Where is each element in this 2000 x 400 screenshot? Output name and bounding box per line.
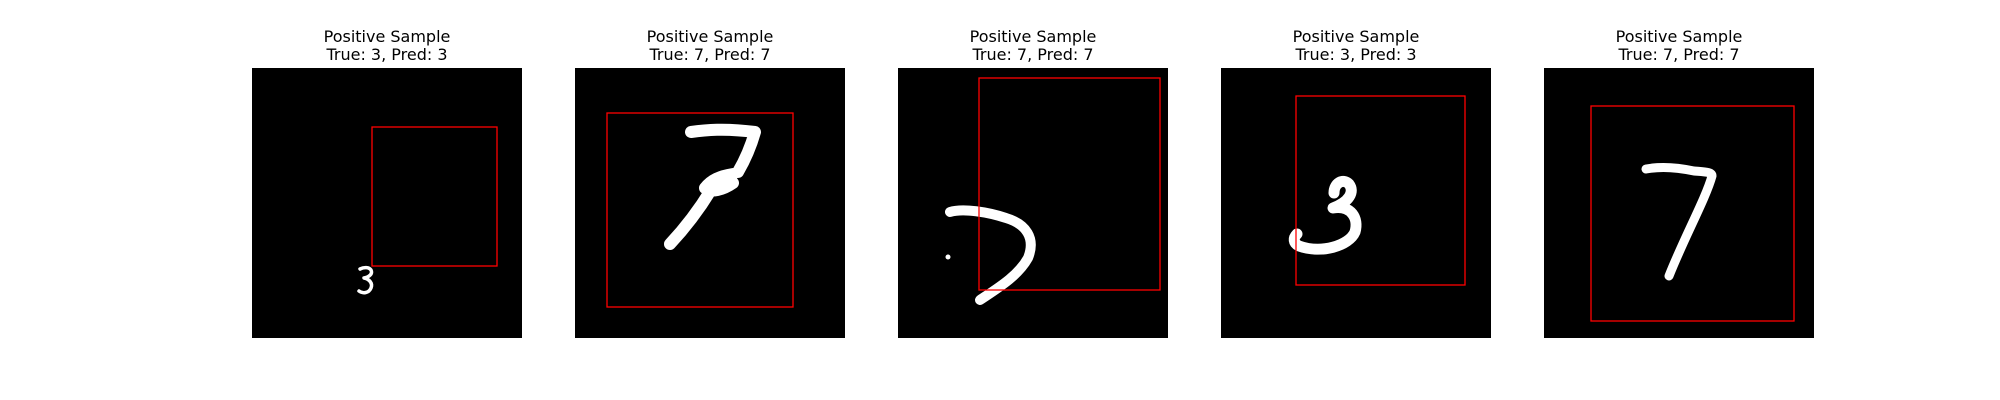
sample-panel-4: Positive Sample True: 3, Pred: 3: [1221, 0, 1491, 400]
sample-panel-5: Positive Sample True: 7, Pred: 7: [1544, 0, 1814, 400]
panel-subtitle: True: 7, Pred: 7: [649, 45, 771, 64]
digit-image: [252, 68, 522, 338]
digit-image: [1544, 68, 1814, 338]
panel-subtitle: True: 3, Pred: 3: [326, 45, 448, 64]
digit-image: [1221, 68, 1491, 338]
panel-heading: Positive Sample: [1615, 27, 1743, 46]
digit-canvas: [606, 112, 794, 308]
panel-heading: Positive Sample: [646, 27, 774, 46]
ink-speck: [945, 254, 951, 260]
digit-canvas: [1288, 95, 1466, 286]
panel-title: Positive Sample True: 7, Pred: 7: [858, 28, 1208, 64]
sample-panel-1: Positive Sample True: 3, Pred: 3: [252, 0, 522, 400]
panel-title: Positive Sample True: 7, Pred: 7: [535, 28, 885, 64]
digit-canvas: [357, 126, 498, 295]
bounding-box: [371, 126, 498, 267]
panel-subtitle: True: 7, Pred: 7: [972, 45, 1094, 64]
bounding-box: [978, 77, 1161, 291]
handwritten-digit-7: [1641, 163, 1717, 281]
handwritten-digit-3: [1288, 175, 1362, 255]
panel-title: Positive Sample True: 7, Pred: 7: [1504, 28, 1854, 64]
digit-image: [898, 68, 1168, 338]
digit-canvas: [945, 77, 1161, 305]
handwritten-digit-3: [357, 265, 374, 295]
panel-title: Positive Sample True: 3, Pred: 3: [1181, 28, 1531, 64]
bounding-box: [606, 112, 794, 308]
panel-subtitle: True: 3, Pred: 3: [1295, 45, 1417, 64]
panel-heading: Positive Sample: [969, 27, 1097, 46]
bounding-box: [1295, 95, 1466, 286]
sample-panel-3: Positive Sample True: 7, Pred: 7: [898, 0, 1168, 400]
panel-heading: Positive Sample: [1292, 27, 1420, 46]
panel-subtitle: True: 7, Pred: 7: [1618, 45, 1740, 64]
panel-heading: Positive Sample: [323, 27, 451, 46]
bounding-box: [1590, 105, 1795, 322]
sample-panel-2: Positive Sample True: 7, Pred: 7: [575, 0, 845, 400]
digit-canvas: [1590, 105, 1795, 322]
handwritten-digit-7: [945, 205, 1036, 305]
digit-image: [575, 68, 845, 338]
handwritten-digit-7: [664, 123, 761, 250]
panel-title: Positive Sample True: 3, Pred: 3: [212, 28, 562, 64]
